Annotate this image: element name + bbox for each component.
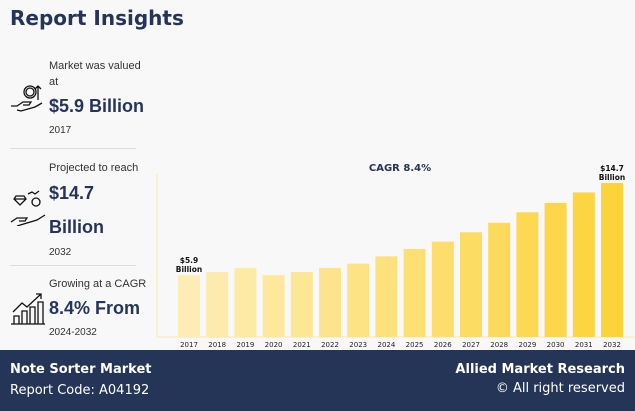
stat-value: $5.9 Billion <box>49 96 145 116</box>
hand-money-growth-icon <box>11 85 43 112</box>
x-tick-label: 2030 <box>547 341 565 349</box>
stat-value: $14.7 Billion <box>49 183 104 237</box>
footer: Note Sorter Market Report Code: A04192 A… <box>0 350 635 411</box>
bar-2019 <box>234 267 257 337</box>
bar-chart-growth-icon <box>11 293 45 325</box>
report-code: Report Code: A04192 <box>10 383 150 398</box>
bar-2026 <box>431 241 454 337</box>
x-tick-label: 2020 <box>265 341 283 349</box>
hand-diamond-coin-icon <box>10 190 46 226</box>
bar-2018 <box>206 272 229 337</box>
bar-2031 <box>572 192 595 337</box>
stat-label: Growing at a CAGR <box>49 278 147 290</box>
data-label: Billion <box>176 265 203 274</box>
bar-2020 <box>262 275 285 337</box>
x-tick-label: 2022 <box>321 341 339 349</box>
stat-label: Projected to reach <box>49 162 139 174</box>
bar-2023 <box>347 263 370 337</box>
data-label: $5.9 <box>180 256 199 265</box>
stat-projected-value: Projected to reach $14.7 Billion 2032 <box>10 160 155 260</box>
page-title: Report Insights <box>10 6 184 30</box>
data-label: Billion <box>599 173 626 182</box>
bar-2028 <box>488 222 511 337</box>
market-name: Note Sorter Market <box>10 362 152 377</box>
x-tick-label: 2031 <box>575 341 593 349</box>
bar-2021 <box>290 272 313 337</box>
x-tick-label: 2026 <box>434 341 452 349</box>
bar-2029 <box>516 212 539 337</box>
stat-year: 2024-2032 <box>49 327 97 338</box>
bar-2030 <box>544 202 567 337</box>
brand-name: Allied Market Research <box>455 362 625 377</box>
stat-label: Market was valued at <box>49 60 141 88</box>
x-tick-label: 2032 <box>603 341 621 349</box>
x-tick-label: 2027 <box>462 341 480 349</box>
x-tick-label: 2023 <box>349 341 367 349</box>
x-tick-label: 2028 <box>490 341 508 349</box>
stat-year: 2017 <box>49 125 72 136</box>
x-tick-label: 2018 <box>208 341 226 349</box>
bar-2017 <box>178 275 200 337</box>
x-tick-label: 2024 <box>377 341 395 349</box>
divider <box>10 148 136 149</box>
bar-2027 <box>460 232 482 337</box>
stat-value: 8.4% From <box>49 298 141 318</box>
x-tick-label: 2025 <box>406 341 424 349</box>
divider <box>10 265 136 266</box>
stat-cagr: Growing at a CAGR 8.4% From 2024-2032 <box>10 276 155 340</box>
x-tick-label: 2017 <box>180 341 198 349</box>
chart-title: CAGR 8.4% <box>369 163 431 174</box>
x-tick-label: 2021 <box>293 341 311 349</box>
x-tick-label: 2029 <box>518 341 536 349</box>
bar-2025 <box>403 249 426 337</box>
bar-2022 <box>319 267 341 337</box>
stat-market-value: Market was valued at $5.9 Billion 2017 <box>10 58 155 138</box>
bar-2024 <box>375 256 398 337</box>
x-tick-label: 2019 <box>236 341 254 349</box>
data-label: $14.7 <box>600 164 624 173</box>
bar-2032 <box>601 183 623 337</box>
stat-year: 2032 <box>49 247 72 258</box>
copyright: © All right reserved <box>495 381 625 396</box>
bar-chart: CAGR 8.4% 2017 2018 2019 2020 2021 2022 2023 202… <box>156 163 635 349</box>
